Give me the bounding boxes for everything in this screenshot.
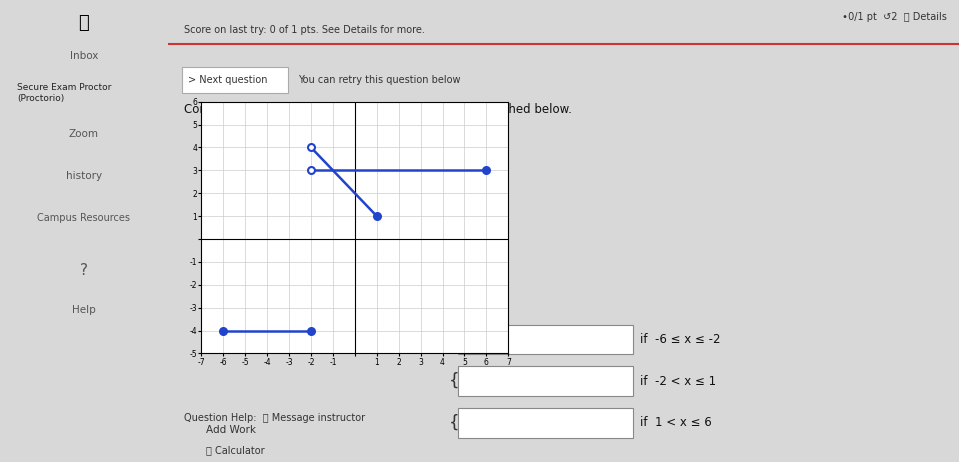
- Text: Score on last try: 0 of 1 pts. See Details for more.: Score on last try: 0 of 1 pts. See Detai…: [183, 25, 425, 36]
- FancyBboxPatch shape: [458, 366, 633, 396]
- Text: -x - 1: -x - 1: [465, 333, 503, 346]
- Text: {: {: [449, 372, 459, 390]
- FancyBboxPatch shape: [458, 325, 633, 354]
- Text: Add Work: Add Work: [206, 425, 256, 435]
- Text: Inbox: Inbox: [70, 51, 98, 61]
- Text: history: history: [66, 171, 102, 181]
- Text: {: {: [449, 414, 459, 432]
- Text: Question Help:  📧 Message instructor: Question Help: 📧 Message instructor: [183, 413, 364, 424]
- Text: Complete the equation for the piecewise function graphed below.: Complete the equation for the piecewise …: [183, 103, 572, 116]
- Text: 🖩 Calculator: 🖩 Calculator: [205, 445, 265, 455]
- Text: if  1 < x ≤ 6: if 1 < x ≤ 6: [641, 416, 712, 429]
- Text: > Next question: > Next question: [188, 75, 268, 85]
- Text: Help: Help: [72, 305, 96, 315]
- Text: Zoom: Zoom: [69, 129, 99, 140]
- FancyBboxPatch shape: [182, 67, 288, 93]
- Text: ∙0/1 pt  ↺2  ⓘ Details: ∙0/1 pt ↺2 ⓘ Details: [842, 12, 947, 22]
- Text: {: {: [449, 331, 459, 348]
- FancyBboxPatch shape: [458, 408, 633, 438]
- Text: ?: ?: [80, 263, 88, 278]
- Text: if  -2 < x ≤ 1: if -2 < x ≤ 1: [641, 375, 716, 388]
- Text: -2: -2: [465, 375, 484, 388]
- Text: You can retry this question below: You can retry this question below: [298, 75, 461, 85]
- Text: if  -6 ≤ x ≤ -2: if -6 ≤ x ≤ -2: [641, 333, 720, 346]
- Text: 🖨: 🖨: [79, 14, 89, 32]
- Text: f(x) =: f(x) =: [405, 331, 441, 344]
- Text: ½x + 2: ½x + 2: [465, 416, 516, 429]
- Text: Campus Resources: Campus Resources: [37, 213, 130, 223]
- Text: Secure Exam Proctor
(Proctorio): Secure Exam Proctor (Proctorio): [16, 83, 111, 103]
